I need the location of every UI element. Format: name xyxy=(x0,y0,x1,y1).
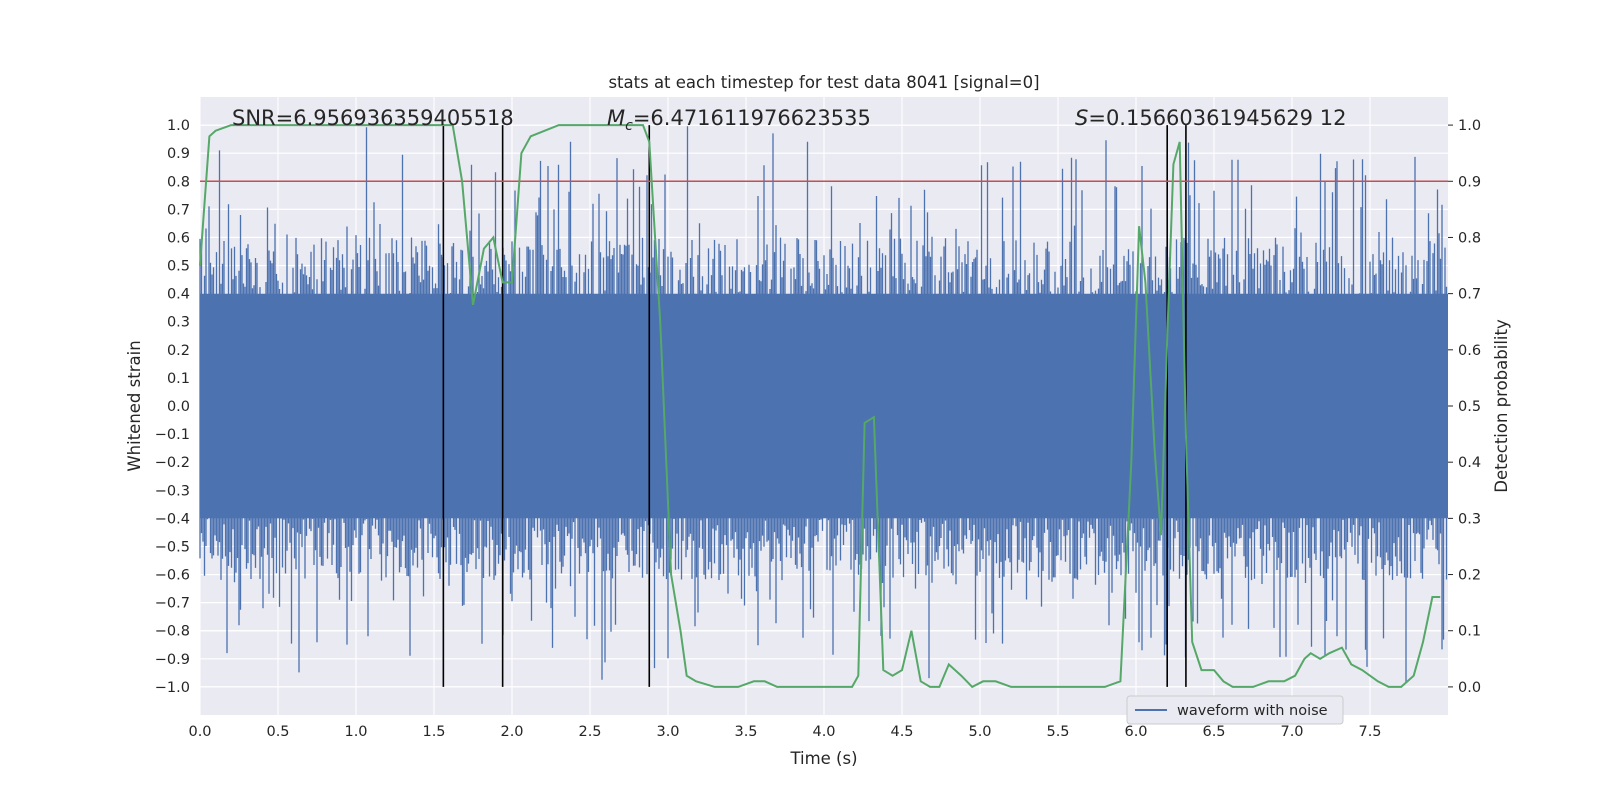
x-tick-label: 7.5 xyxy=(1358,724,1381,740)
x-tick-label: 4.5 xyxy=(890,724,913,740)
y-axis-left-label: Whitened strain xyxy=(125,340,144,471)
y-left-tick-label: 0.0 xyxy=(167,399,190,415)
y-left-tick-label: 0.4 xyxy=(167,287,190,303)
tick-labels: 0.0 0.5 1.0 1.5 2.0 2.5 3.0 3.5 4.0 4.5 5.0 5.5 6.0 6… xyxy=(155,118,1481,740)
y-left-tick-label: 0.2 xyxy=(167,343,190,359)
annotation-snr: SNR=6.956936359405518 xyxy=(232,106,514,130)
x-tick-label: 1.0 xyxy=(344,724,367,740)
legend-label: waveform with noise xyxy=(1177,703,1328,719)
y-left-tick-label: −0.2 xyxy=(155,455,190,471)
y-left-tick-label: 0.9 xyxy=(167,146,190,162)
y-left-tick-label: 0.1 xyxy=(167,371,190,387)
y-right-tick-label: 0.2 xyxy=(1458,568,1481,584)
waveform-noise-series xyxy=(199,126,1448,683)
y-left-tick-label: −0.1 xyxy=(155,427,190,443)
legend: waveform with noise xyxy=(1126,695,1344,725)
y-right-tick-label: 0.3 xyxy=(1458,511,1481,527)
x-tick-label: 7.0 xyxy=(1280,724,1303,740)
annotation-chirp-mass: Mc=6.471611976623535 xyxy=(607,106,871,134)
y-left-tick-label: −0.3 xyxy=(155,483,190,499)
y-left-tick-label: 0.8 xyxy=(167,174,190,190)
y-left-tick-label: 1.0 xyxy=(167,118,190,134)
annotation-s-value: =0.15660361945629 12 xyxy=(1088,106,1346,130)
noise-spikes xyxy=(199,126,1448,683)
x-axis-label: Time (s) xyxy=(789,749,857,768)
y-right-tick-label: 0.1 xyxy=(1458,624,1481,640)
y-left-tick-label: −0.7 xyxy=(155,596,190,612)
x-tick-label: 1.5 xyxy=(422,724,445,740)
y-right-tick-label: 0.9 xyxy=(1458,174,1481,190)
y-left-tick-label: 0.6 xyxy=(167,230,190,246)
y-left-tick-label: −0.5 xyxy=(155,539,190,555)
annotation-s-label: S xyxy=(1075,106,1088,130)
y-left-tick-label: −0.9 xyxy=(155,652,190,668)
x-tick-label: 5.0 xyxy=(968,724,991,740)
y-left-tick-label: −0.4 xyxy=(155,511,190,527)
y-left-tick-label: −1.0 xyxy=(155,680,190,696)
annotation-mc-label: M xyxy=(607,106,625,130)
detection-probability-series xyxy=(199,124,1441,689)
x-tick-label: 6.0 xyxy=(1124,724,1147,740)
y-left-tick-label: −0.8 xyxy=(155,624,190,640)
y-right-tick-label: 0.0 xyxy=(1458,680,1481,696)
chart-title: stats at each timestep for test data 804… xyxy=(608,73,1039,92)
x-tick-label: 6.5 xyxy=(1202,724,1225,740)
annotation-mc-value: =6.471611976623535 xyxy=(633,106,871,130)
x-tick-label: 0.5 xyxy=(266,724,289,740)
annotation-mc-sub: c xyxy=(625,118,633,134)
y-right-tick-label: 0.4 xyxy=(1458,455,1481,471)
y-right-tick-label: 0.6 xyxy=(1458,343,1481,359)
y-right-tick-label: 0.7 xyxy=(1458,287,1481,303)
detection-probability-line xyxy=(199,124,1441,689)
y-left-tick-label: 0.7 xyxy=(167,202,190,218)
x-tick-label: 3.5 xyxy=(734,724,757,740)
y-right-tick-label: 1.0 xyxy=(1458,118,1481,134)
vertical-markers xyxy=(442,125,1187,687)
x-tick-label: 2.0 xyxy=(500,724,523,740)
y-left-tick-label: 0.3 xyxy=(167,315,190,331)
y-left-tick-label: −0.6 xyxy=(155,568,190,584)
legend-box xyxy=(1126,695,1344,725)
y-axis-right-label: Detection probability xyxy=(1492,319,1511,493)
y-right-tick-label: 0.8 xyxy=(1458,230,1481,246)
x-tick-label: 4.0 xyxy=(812,724,835,740)
x-tick-label: 5.5 xyxy=(1046,724,1069,740)
y-left-tick-label: 0.5 xyxy=(167,259,190,275)
x-tick-label: 0.0 xyxy=(188,724,211,740)
annotation-s: S=0.15660361945629 12 xyxy=(1075,106,1346,130)
x-tick-label: 3.0 xyxy=(656,724,679,740)
x-tick-label: 2.5 xyxy=(578,724,601,740)
y-right-tick-label: 0.5 xyxy=(1458,399,1481,415)
